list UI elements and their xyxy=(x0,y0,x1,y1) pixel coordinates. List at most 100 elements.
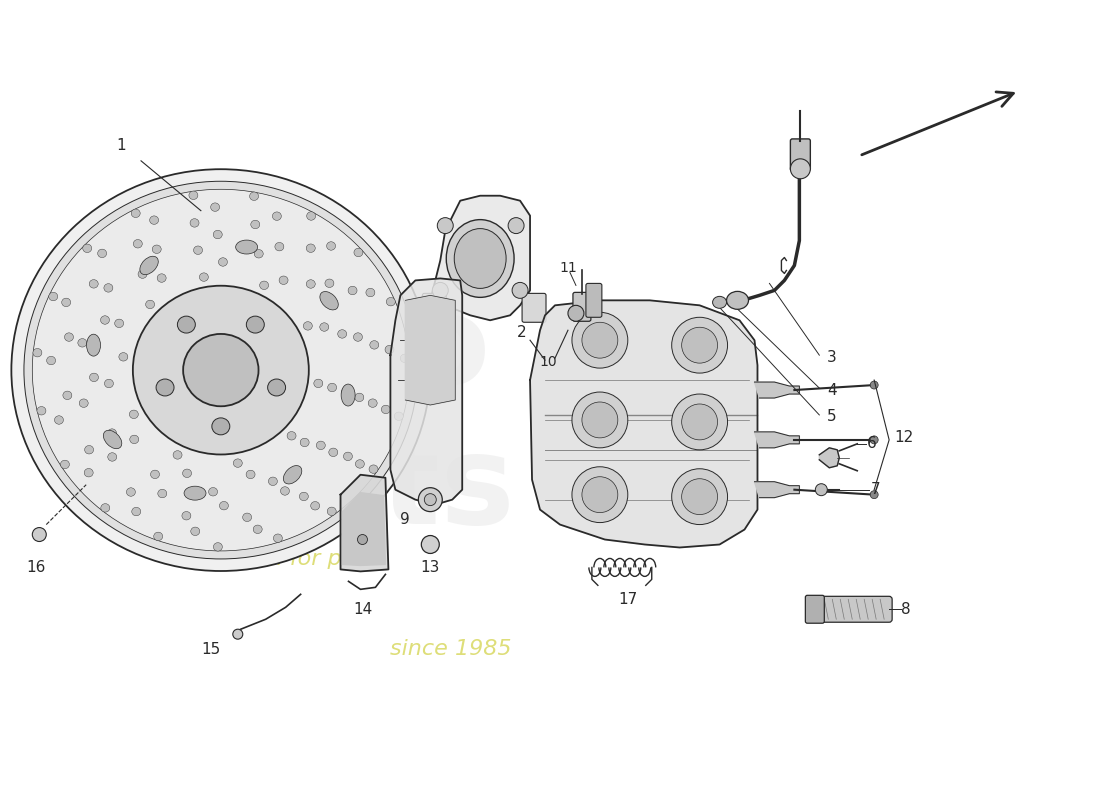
Ellipse shape xyxy=(394,412,404,421)
Ellipse shape xyxy=(370,341,378,349)
Ellipse shape xyxy=(100,316,110,324)
Ellipse shape xyxy=(130,435,139,444)
Ellipse shape xyxy=(386,298,395,306)
Ellipse shape xyxy=(253,525,262,534)
Ellipse shape xyxy=(131,209,140,218)
Ellipse shape xyxy=(246,316,264,333)
Ellipse shape xyxy=(304,322,312,330)
Ellipse shape xyxy=(183,469,191,478)
Polygon shape xyxy=(755,482,800,498)
Polygon shape xyxy=(755,432,800,448)
Circle shape xyxy=(582,402,618,438)
Polygon shape xyxy=(755,382,800,398)
Circle shape xyxy=(572,466,628,522)
Ellipse shape xyxy=(713,296,727,308)
Ellipse shape xyxy=(190,527,200,535)
Ellipse shape xyxy=(306,280,316,288)
Ellipse shape xyxy=(299,492,308,501)
Polygon shape xyxy=(430,196,530,320)
Ellipse shape xyxy=(212,418,230,435)
Ellipse shape xyxy=(189,191,198,199)
Ellipse shape xyxy=(182,511,191,520)
Text: 10: 10 xyxy=(539,355,557,369)
Ellipse shape xyxy=(108,429,117,438)
Ellipse shape xyxy=(132,507,141,516)
Ellipse shape xyxy=(306,244,316,253)
FancyBboxPatch shape xyxy=(573,292,591,322)
Ellipse shape xyxy=(327,242,336,250)
Ellipse shape xyxy=(177,316,196,333)
Ellipse shape xyxy=(355,460,364,468)
Ellipse shape xyxy=(338,330,346,338)
Circle shape xyxy=(682,404,717,440)
Ellipse shape xyxy=(267,379,286,396)
Ellipse shape xyxy=(152,245,162,254)
Ellipse shape xyxy=(354,248,363,257)
Ellipse shape xyxy=(400,354,409,362)
Ellipse shape xyxy=(78,338,87,347)
Ellipse shape xyxy=(101,504,110,512)
Text: 6: 6 xyxy=(867,436,877,451)
Circle shape xyxy=(418,488,442,512)
Ellipse shape xyxy=(140,256,158,274)
Ellipse shape xyxy=(138,270,147,278)
Text: 12: 12 xyxy=(894,430,913,446)
Ellipse shape xyxy=(62,298,70,306)
Circle shape xyxy=(513,282,528,298)
Ellipse shape xyxy=(343,452,352,461)
Ellipse shape xyxy=(385,346,394,354)
Circle shape xyxy=(432,282,449,298)
Ellipse shape xyxy=(447,220,514,298)
Circle shape xyxy=(870,436,878,444)
Ellipse shape xyxy=(130,410,139,418)
Ellipse shape xyxy=(194,246,202,254)
Polygon shape xyxy=(390,278,462,505)
Ellipse shape xyxy=(89,373,99,382)
Ellipse shape xyxy=(454,229,506,288)
Circle shape xyxy=(358,534,367,545)
Ellipse shape xyxy=(274,534,283,542)
Ellipse shape xyxy=(151,470,160,478)
Circle shape xyxy=(815,484,827,496)
Ellipse shape xyxy=(114,319,123,327)
Text: 14: 14 xyxy=(353,602,372,617)
Ellipse shape xyxy=(126,488,135,496)
Ellipse shape xyxy=(209,487,218,496)
Ellipse shape xyxy=(307,212,316,220)
Ellipse shape xyxy=(65,333,74,342)
Ellipse shape xyxy=(24,182,418,559)
Ellipse shape xyxy=(284,466,301,484)
Text: 7: 7 xyxy=(871,482,881,497)
Ellipse shape xyxy=(133,286,309,454)
Ellipse shape xyxy=(133,239,142,248)
Ellipse shape xyxy=(48,292,57,301)
Ellipse shape xyxy=(382,405,390,414)
Text: a passion for parts: a passion for parts xyxy=(177,550,385,570)
Circle shape xyxy=(568,306,584,322)
Ellipse shape xyxy=(287,431,296,440)
Ellipse shape xyxy=(243,513,252,522)
Ellipse shape xyxy=(328,383,337,392)
Ellipse shape xyxy=(324,279,334,287)
Ellipse shape xyxy=(327,507,337,515)
Ellipse shape xyxy=(273,212,282,220)
Ellipse shape xyxy=(268,477,277,486)
Ellipse shape xyxy=(85,446,94,454)
Circle shape xyxy=(791,159,811,178)
Ellipse shape xyxy=(33,349,42,357)
Ellipse shape xyxy=(233,459,242,467)
Ellipse shape xyxy=(251,220,260,229)
Ellipse shape xyxy=(157,274,166,282)
Polygon shape xyxy=(341,474,388,571)
Circle shape xyxy=(870,381,878,389)
Circle shape xyxy=(421,535,439,554)
Ellipse shape xyxy=(150,216,158,224)
Ellipse shape xyxy=(235,240,257,254)
FancyBboxPatch shape xyxy=(586,283,602,318)
Ellipse shape xyxy=(320,291,339,310)
Ellipse shape xyxy=(145,300,155,309)
Circle shape xyxy=(582,477,618,513)
Ellipse shape xyxy=(55,416,64,424)
Ellipse shape xyxy=(190,218,199,227)
Text: 5: 5 xyxy=(827,410,837,425)
